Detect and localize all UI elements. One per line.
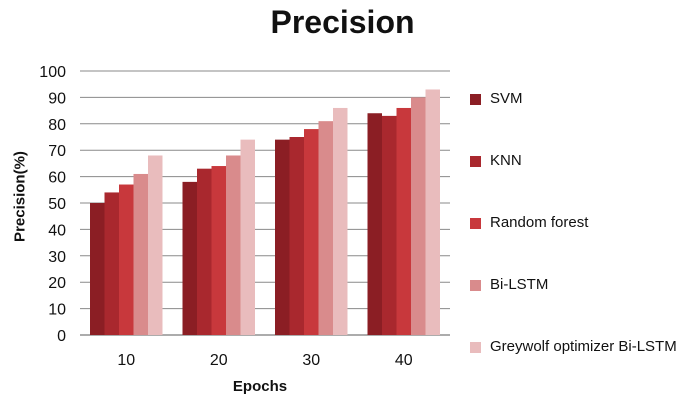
bar-random-forest-30 <box>304 129 319 335</box>
y-tick-label: 90 <box>48 90 66 107</box>
legend-label-bi-lstm: Bi-LSTM <box>490 276 549 293</box>
bar-greywolf-optimizer-bi-lstm-40 <box>425 89 440 335</box>
legend-swatch-random-forest <box>470 218 481 229</box>
y-tick-label: 0 <box>57 328 66 345</box>
x-tick-label: 20 <box>210 352 228 369</box>
y-tick-label: 30 <box>48 249 66 266</box>
bar-knn-10 <box>104 192 119 335</box>
bar-svm-40 <box>367 113 382 336</box>
bar-bi-lstm-30 <box>318 121 333 335</box>
bar-greywolf-optimizer-bi-lstm-30 <box>333 107 348 336</box>
bar-bi-lstm-40 <box>411 97 426 336</box>
x-tick-label: 10 <box>117 352 135 369</box>
bar-random-forest-20 <box>211 166 226 335</box>
legend-swatch-svm <box>470 94 481 105</box>
bar-knn-30 <box>289 137 304 335</box>
y-axis-label: Precision(%) <box>11 151 29 242</box>
y-tick-label: 80 <box>48 117 66 134</box>
y-tick-label: 60 <box>48 170 66 187</box>
legend-swatch-greywolf-bi-lstm <box>470 342 481 353</box>
bar-greywolf-optimizer-bi-lstm-10 <box>148 155 163 335</box>
y-tick-label: 40 <box>48 222 66 239</box>
bar-random-forest-40 <box>396 107 411 336</box>
bar-greywolf-optimizer-bi-lstm-20 <box>240 139 255 335</box>
bar-bi-lstm-10 <box>133 173 148 335</box>
legend-label-knn: KNN <box>490 152 522 169</box>
y-tick-label: 10 <box>48 302 66 319</box>
legend-label-svm: SVM <box>490 90 523 107</box>
bar-knn-20 <box>197 168 212 335</box>
chart-title: Precision <box>270 4 415 40</box>
legend-label-greywolf-bi-lstm: Greywolf optimizer Bi-LSTM <box>490 338 677 355</box>
bar-svm-20 <box>182 181 197 335</box>
bar-knn-40 <box>382 115 397 335</box>
legend-swatch-knn <box>470 156 481 167</box>
legend-label-random-forest: Random forest <box>490 214 589 231</box>
bar-random-forest-10 <box>119 184 134 335</box>
legend-swatch-bi-lstm <box>470 280 481 291</box>
bar-svm-10 <box>90 203 105 335</box>
y-tick-label: 20 <box>48 275 66 292</box>
y-tick-label: 50 <box>48 196 66 213</box>
bar-bi-lstm-20 <box>226 155 241 335</box>
y-tick-label: 70 <box>48 143 66 160</box>
x-axis-label: Epochs <box>232 378 288 395</box>
bar-svm-30 <box>275 139 290 335</box>
y-tick-label: 100 <box>39 64 66 81</box>
x-tick-label: 30 <box>302 352 320 369</box>
x-tick-label: 40 <box>395 352 413 369</box>
